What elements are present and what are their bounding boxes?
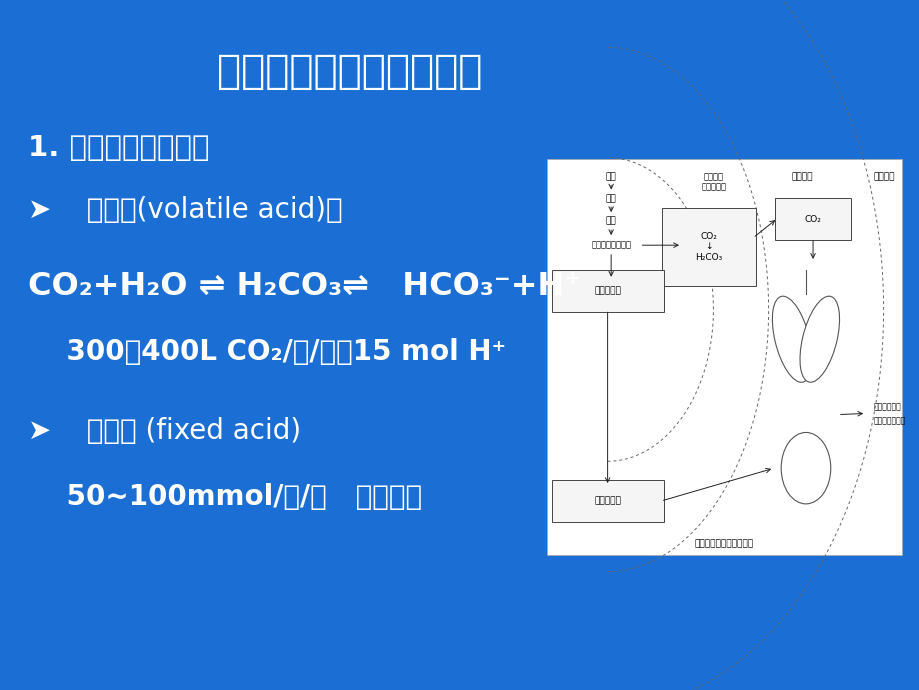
Text: CO₂: CO₂ <box>804 215 821 224</box>
Text: 细胞内和: 细胞内和 <box>703 172 723 181</box>
Text: 非挥发性酸: 非挥发性酸 <box>594 286 620 295</box>
Text: 进食: 进食 <box>605 172 616 181</box>
FancyBboxPatch shape <box>551 270 663 312</box>
FancyBboxPatch shape <box>774 198 850 240</box>
Text: 食物的细胞内代谢: 食物的细胞内代谢 <box>591 241 630 250</box>
Text: ➤    固定酸 (fixed acid): ➤ 固定酸 (fixed acid) <box>28 417 301 445</box>
Text: 非挥发性酸: 非挥发性酸 <box>594 496 620 505</box>
FancyBboxPatch shape <box>661 208 754 286</box>
Text: 消化: 消化 <box>605 194 616 203</box>
Text: 缓冲碱相结合）: 缓冲碱相结合） <box>872 416 904 425</box>
FancyBboxPatch shape <box>547 159 901 555</box>
Text: 排出（与尿液: 排出（与尿液 <box>872 402 900 411</box>
Text: 肾脏调节: 肾脏调节 <box>872 172 893 181</box>
Text: ➤    挥发酸(volatile acid)：: ➤ 挥发酸(volatile acid)： <box>28 197 342 224</box>
Ellipse shape <box>780 433 830 504</box>
Text: 1. 两种酸及其来源：: 1. 两种酸及其来源： <box>28 135 209 162</box>
Ellipse shape <box>772 296 811 382</box>
Text: 细胞外缓冲: 细胞外缓冲 <box>700 182 726 191</box>
Text: 呼吸调节: 呼吸调节 <box>791 172 812 181</box>
Text: 二、体液酸碱物质的来源: 二、体液酸碱物质的来源 <box>217 52 482 92</box>
Text: CO₂
↓
H₂CO₃: CO₂ ↓ H₂CO₃ <box>694 232 721 262</box>
Text: CO₂+H₂O ⇌ H₂CO₃⇌   HCO₃⁻+H⁺: CO₂+H₂O ⇌ H₂CO₃⇌ HCO₃⁻+H⁺ <box>28 271 580 302</box>
Ellipse shape <box>800 296 839 382</box>
Text: 50~100mmol/天/人   代谢产生: 50~100mmol/天/人 代谢产生 <box>28 483 421 511</box>
Text: 酸碱的生成、缓冲与调节: 酸碱的生成、缓冲与调节 <box>694 539 754 548</box>
FancyBboxPatch shape <box>551 480 663 522</box>
Text: 300－400L CO₂/天/人＝15 mol H⁺: 300－400L CO₂/天/人＝15 mol H⁺ <box>28 338 505 366</box>
Text: 吸收: 吸收 <box>605 217 616 226</box>
Ellipse shape <box>801 445 829 491</box>
